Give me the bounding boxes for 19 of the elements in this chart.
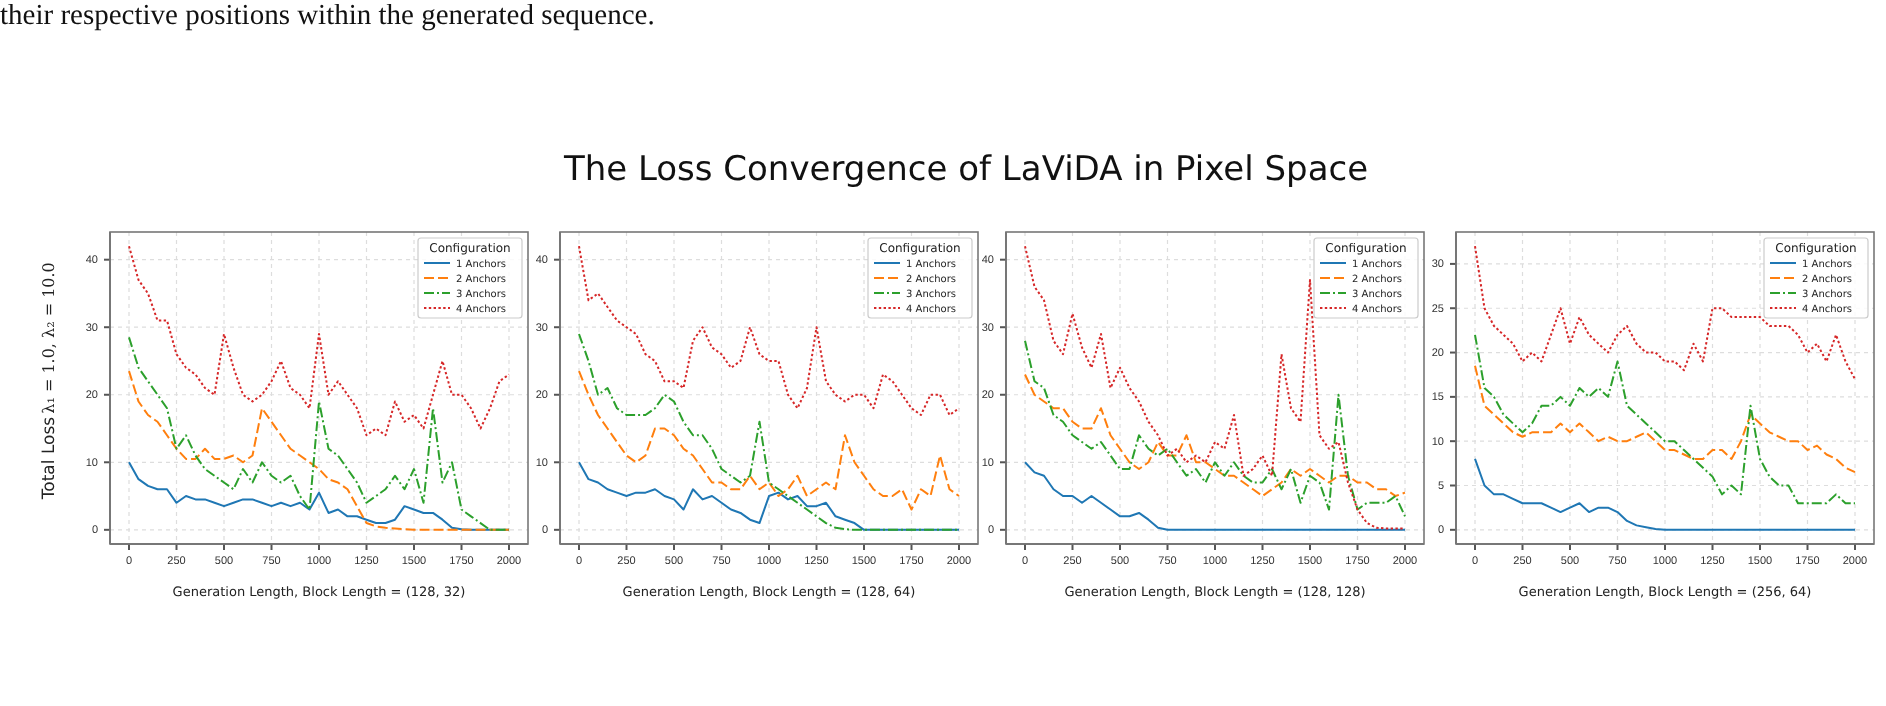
line-series [1474, 364, 1856, 474]
line-series [1024, 461, 1406, 531]
line-series [128, 336, 510, 531]
text: their respective positions within the generated sequence. [0, 0, 655, 32]
line-series [1474, 333, 1856, 505]
line-series [128, 245, 510, 437]
line-series [1474, 457, 1856, 531]
line-series [128, 370, 510, 531]
line-series [578, 245, 960, 417]
line-series [1024, 245, 1406, 530]
line-series [578, 461, 960, 531]
line-series [578, 370, 960, 511]
text: The Loss Convergence of LaViDA in Pixel Space [561, 150, 1369, 190]
line-series [1024, 373, 1406, 498]
y-axis-title: Total Loss [40, 415, 60, 502]
line-series [1474, 245, 1856, 381]
line-series [578, 332, 960, 531]
line-series [1024, 339, 1406, 518]
text: λ₁ = 1.0, λ₂ = 10.0 [40, 262, 58, 414]
